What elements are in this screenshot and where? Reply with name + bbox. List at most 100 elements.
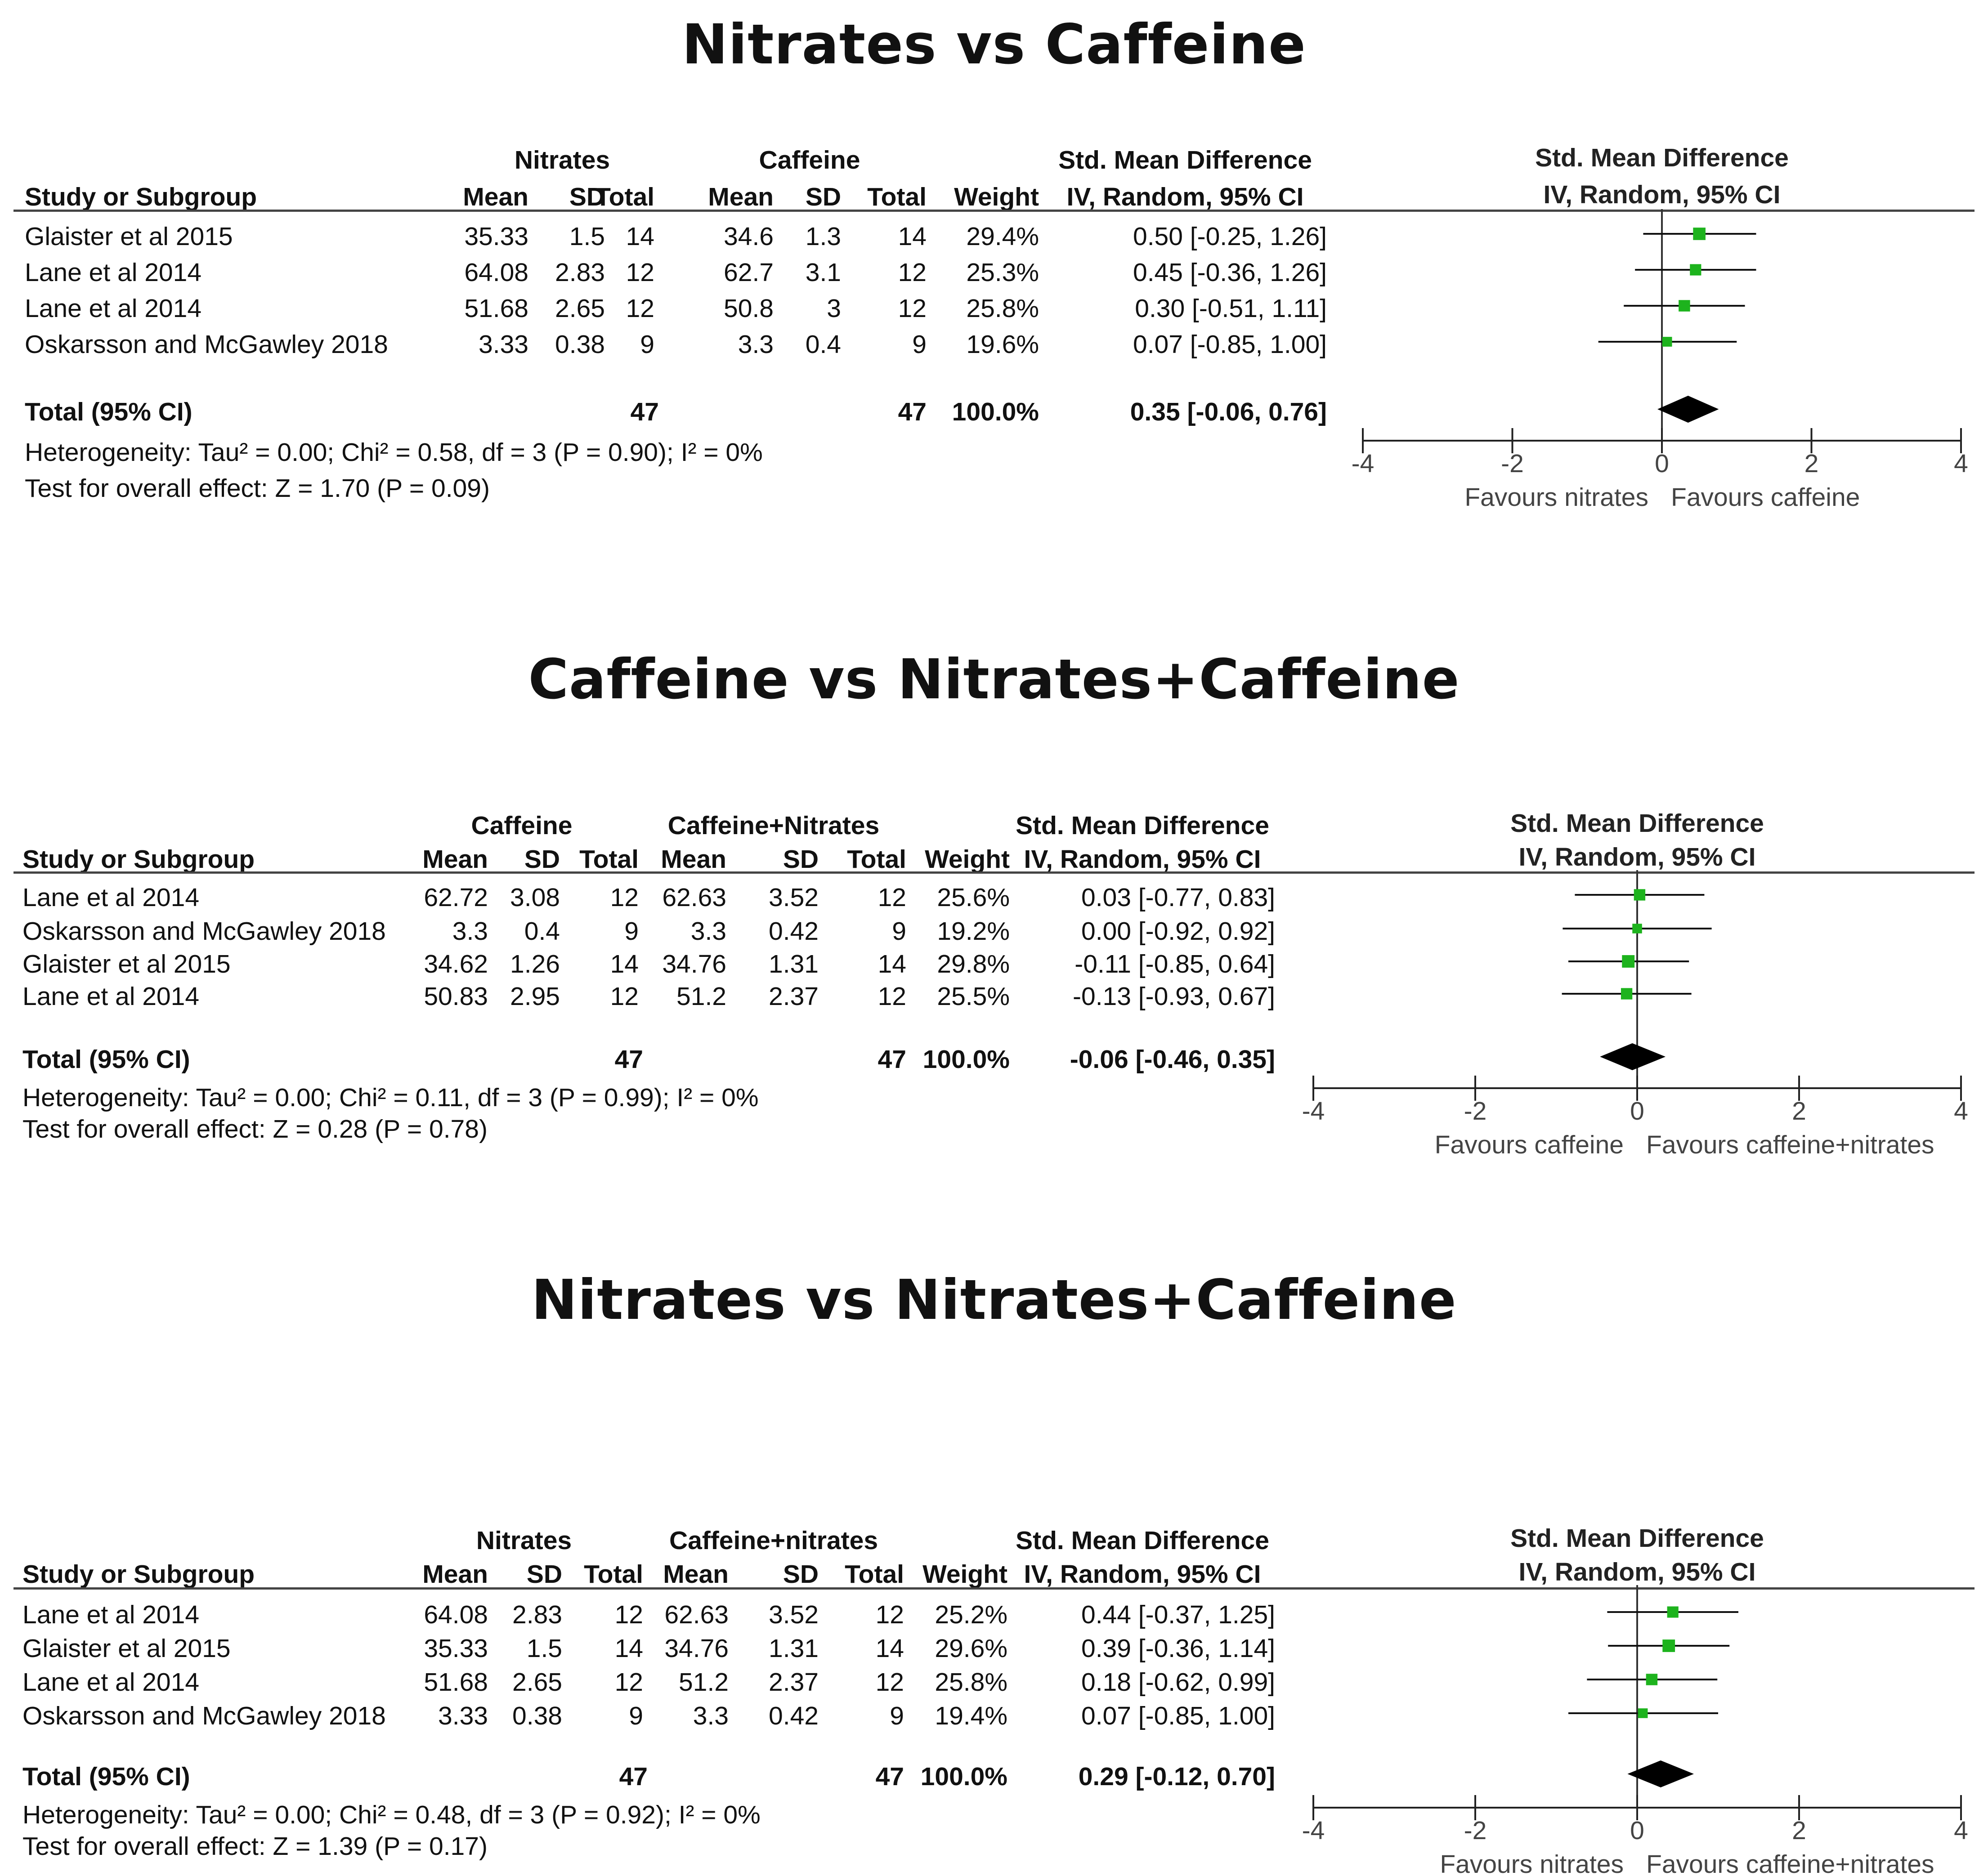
- total-weight: 100.0%: [920, 1762, 1007, 1791]
- weight-cell: 29.4%: [966, 222, 1039, 251]
- sd2-cell: 1.31: [769, 950, 819, 978]
- total2-cell: 9: [892, 917, 906, 946]
- total2-cell: 12: [898, 294, 927, 323]
- total2-header: Total: [847, 845, 906, 874]
- forest-plot-3: Std. Mean Difference IV, Random, 95% CI -4…: [1302, 1524, 1968, 1876]
- total1-cell: 14: [626, 222, 654, 251]
- mean1-cell: 35.33: [464, 222, 528, 251]
- mean1-cell: 3.33: [479, 330, 528, 359]
- mean2-cell: 51.2: [676, 982, 726, 1011]
- plot-method-header: IV, Random, 95% CI: [1544, 180, 1781, 209]
- group1-header: Nitrates: [514, 146, 610, 174]
- total2-cell: 14: [898, 222, 927, 251]
- weight-header: Weight: [925, 845, 1010, 874]
- total2-cell: 9: [890, 1702, 904, 1730]
- group2-header: Caffeine+Nitrates: [667, 811, 880, 840]
- group2-header: Caffeine+nitrates: [669, 1526, 878, 1555]
- point-estimate-square: [1646, 1674, 1658, 1685]
- mean1-cell: 64.08: [464, 258, 528, 287]
- mean1-header: Mean: [422, 845, 488, 874]
- x-tick-label: 4: [1954, 1097, 1968, 1126]
- effect-ci-cell: 0.07 [-0.85, 1.00]: [1081, 1702, 1275, 1730]
- total-weight: 100.0%: [922, 1045, 1010, 1074]
- total-label: Total (95% CI): [22, 1045, 190, 1074]
- x-tick-label: 4: [1954, 449, 1968, 478]
- header-rule: [13, 871, 1975, 874]
- x-tick-label: -4: [1302, 1097, 1325, 1126]
- x-tick-label: 4: [1954, 1816, 1968, 1845]
- pooled-diamond: [1657, 396, 1719, 423]
- sd1-cell: 2.65: [555, 294, 605, 323]
- total2-header: Total: [867, 183, 927, 211]
- study-name: Lane et al 2014: [22, 1600, 200, 1629]
- point-estimate-square: [1622, 955, 1635, 968]
- heterogeneity-text: Heterogeneity: Tau² = 0.00; Chi² = 0.48,…: [22, 1800, 761, 1829]
- total1-cell: 9: [629, 1702, 643, 1730]
- weight-cell: 25.8%: [966, 294, 1039, 323]
- effect-ci-cell: -0.13 [-0.93, 0.67]: [1073, 982, 1275, 1011]
- mean2-cell: 62.63: [662, 883, 726, 912]
- mean2-cell: 34.76: [662, 950, 726, 978]
- total-n1: 47: [619, 1762, 648, 1791]
- weight-cell: 25.6%: [937, 883, 1010, 912]
- total1-header: Total: [595, 183, 654, 211]
- mean1-cell: 51.68: [464, 294, 528, 323]
- group2-header: Caffeine: [759, 146, 860, 174]
- total2-cell: 12: [878, 982, 906, 1011]
- sd2-header: SD: [783, 845, 819, 874]
- mean1-cell: 50.83: [424, 982, 488, 1011]
- forest-title-2: Caffeine vs Nitrates+Caffeine: [528, 648, 1460, 711]
- forest-title-3: Nitrates vs Nitrates+Caffeine: [531, 1268, 1457, 1332]
- point-estimate-square: [1632, 924, 1642, 934]
- sd1-header: SD: [569, 183, 605, 211]
- point-estimate-square: [1667, 1606, 1679, 1618]
- total2-cell: 9: [912, 330, 927, 359]
- total1-cell: 14: [610, 950, 639, 978]
- total-n2: 47: [878, 1045, 906, 1074]
- study-name: Lane et al 2014: [25, 258, 202, 287]
- total-n1: 47: [630, 398, 659, 426]
- study-name: Glaister et al 2015: [22, 950, 231, 978]
- total1-header: Total: [584, 1560, 643, 1589]
- mean1-cell: 51.68: [424, 1668, 488, 1697]
- mean1-cell: 62.72: [424, 883, 488, 912]
- sd2-cell: 3.52: [769, 883, 819, 912]
- effect-method-header: IV, Random, 95% CI: [1024, 1560, 1261, 1589]
- sd1-cell: 2.83: [555, 258, 605, 287]
- sd1-cell: 2.83: [512, 1600, 562, 1629]
- total-n2: 47: [875, 1762, 904, 1791]
- weight-cell: 25.5%: [937, 982, 1010, 1011]
- total2-header: Total: [845, 1560, 904, 1589]
- total2-cell: 12: [875, 1600, 904, 1629]
- effect-ci-cell: 0.03 [-0.77, 0.83]: [1081, 883, 1275, 912]
- effect-method-header: IV, Random, 95% CI: [1066, 183, 1304, 211]
- point-estimate-square: [1690, 264, 1701, 276]
- total1-cell: 9: [640, 330, 654, 359]
- effect-method-header: IV, Random, 95% CI: [1024, 845, 1261, 874]
- plot-title-header: Std. Mean Difference: [1510, 1524, 1764, 1553]
- x-tick-label: -2: [1501, 449, 1524, 478]
- effect-ci-cell: 0.45 [-0.36, 1.26]: [1133, 258, 1327, 287]
- sd2-cell: 3.52: [769, 1600, 819, 1629]
- mean2-cell: 3.3: [690, 917, 726, 946]
- sd2-cell: 3: [827, 294, 841, 323]
- effect-ci-cell: 0.00 [-0.92, 0.92]: [1081, 917, 1275, 946]
- header-rule: [13, 1587, 1975, 1590]
- favours-left-label: Favours nitrates: [1440, 1850, 1624, 1876]
- sd1-cell: 1.5: [526, 1634, 562, 1663]
- weight-cell: 19.2%: [937, 917, 1010, 946]
- favours-right-label: Favours caffeine: [1671, 483, 1860, 512]
- total2-cell: 12: [878, 883, 906, 912]
- total-n1: 47: [614, 1045, 643, 1074]
- mean1-cell: 3.3: [452, 917, 488, 946]
- group1-header: Nitrates: [476, 1526, 572, 1555]
- x-tick-label: -4: [1352, 449, 1375, 478]
- heterogeneity-text: Heterogeneity: Tau² = 0.00; Chi² = 0.58,…: [25, 438, 763, 467]
- study-header: Study or Subgroup: [25, 183, 257, 211]
- effect-title-header: Std. Mean Difference: [1058, 146, 1312, 174]
- weight-cell: 29.8%: [937, 950, 1010, 978]
- favours-left-label: Favours nitrates: [1464, 483, 1648, 512]
- total1-cell: 9: [624, 917, 639, 946]
- mean2-header: Mean: [708, 183, 774, 211]
- study-name: Glaister et al 2015: [25, 222, 233, 251]
